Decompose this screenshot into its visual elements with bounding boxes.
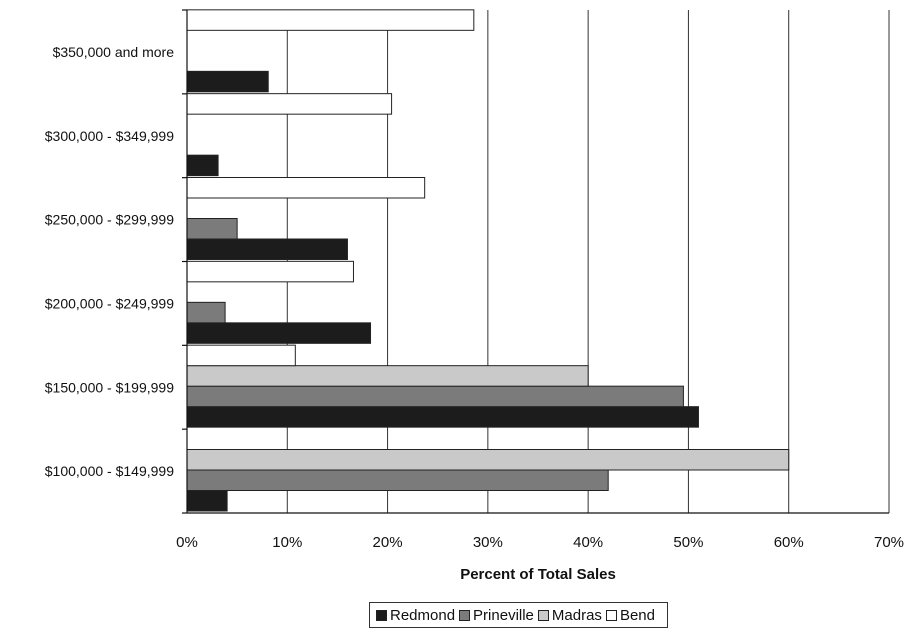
category-labels: $100,000 - $149,999 $150,000 - $199,999 $2… bbox=[45, 44, 174, 479]
x-tick-label: 40% bbox=[573, 534, 603, 551]
x-axis-title: Percent of Total Sales bbox=[460, 566, 616, 583]
bar-prineville bbox=[186, 218, 238, 240]
gridlines bbox=[286, 10, 890, 513]
x-tick-label: 30% bbox=[473, 534, 503, 551]
category-label: $100,000 - $149,999 bbox=[45, 463, 174, 479]
bar-redmond bbox=[186, 322, 372, 344]
category-label: $150,000 - $199,999 bbox=[45, 379, 174, 395]
bar-redmond bbox=[186, 154, 219, 177]
legend-label: Bend bbox=[619, 606, 655, 624]
x-tick-label: 60% bbox=[774, 534, 804, 551]
bar-bend bbox=[186, 344, 296, 367]
x-tick-labels: 0% 10% 20% 30% 40% 50% 60% 70% bbox=[176, 534, 904, 551]
bar-prineville bbox=[186, 301, 226, 324]
bar-bend bbox=[186, 260, 354, 283]
bar-bend bbox=[186, 177, 426, 199]
category-label: $350,000 and more bbox=[53, 44, 175, 60]
legend-label: Prineville bbox=[473, 606, 534, 624]
bar-redmond bbox=[186, 70, 269, 93]
bar-bend bbox=[186, 9, 475, 31]
legend-item-redmond: Redmond bbox=[376, 607, 455, 624]
category-label: $300,000 - $349,999 bbox=[45, 128, 174, 144]
bar-redmond bbox=[186, 238, 348, 260]
bar-prineville bbox=[186, 385, 684, 408]
axes bbox=[182, 9, 889, 514]
legend-swatch bbox=[537, 609, 549, 621]
bars bbox=[186, 9, 790, 512]
legend-item-madras: Madras bbox=[537, 606, 602, 624]
legend-swatch bbox=[605, 609, 617, 621]
legend-item-bend: Bend bbox=[605, 606, 655, 624]
x-tick-label: 0% bbox=[176, 534, 198, 551]
legend-swatch bbox=[459, 609, 471, 621]
legend-label: Redmond bbox=[390, 606, 456, 624]
category-label: $250,000 - $299,999 bbox=[45, 212, 174, 228]
bar-prineville bbox=[186, 469, 609, 491]
bar-redmond bbox=[186, 406, 699, 428]
bar-madras bbox=[186, 449, 790, 471]
legend-label: Madras bbox=[551, 606, 602, 624]
x-tick-label: 20% bbox=[373, 534, 403, 551]
x-tick-label: 10% bbox=[272, 534, 302, 551]
bar-redmond bbox=[186, 490, 228, 512]
legend-swatch bbox=[376, 609, 387, 621]
bar-madras bbox=[186, 365, 589, 387]
x-tick-label: 70% bbox=[874, 534, 904, 551]
legend-item-prineville: Prineville bbox=[459, 607, 534, 624]
x-tick-label: 50% bbox=[673, 534, 703, 551]
bar-bend bbox=[186, 93, 393, 115]
category-label: $200,000 - $249,999 bbox=[45, 295, 174, 311]
legend: Redmond Prineville Madras Bend bbox=[369, 602, 668, 628]
